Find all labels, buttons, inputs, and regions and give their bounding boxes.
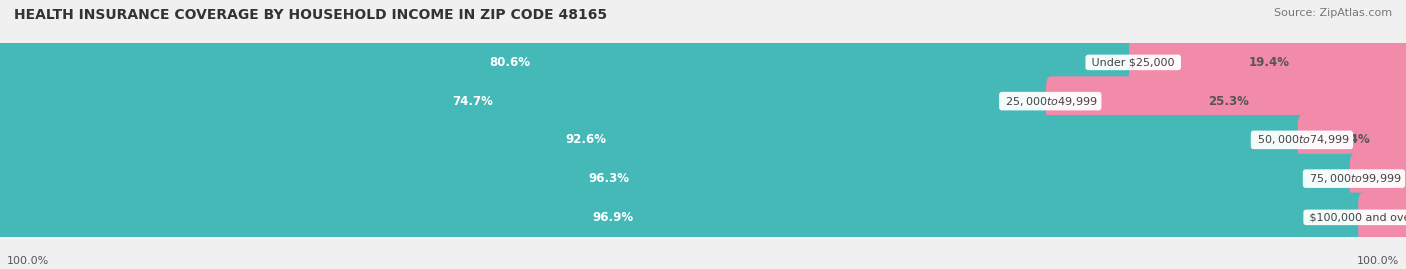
Text: Source: ZipAtlas.com: Source: ZipAtlas.com: [1274, 8, 1392, 18]
Text: 25.3%: 25.3%: [1208, 95, 1249, 108]
FancyBboxPatch shape: [1129, 38, 1406, 87]
Text: 19.4%: 19.4%: [1249, 56, 1291, 69]
Text: $100,000 and over: $100,000 and over: [1306, 212, 1406, 222]
Text: 74.7%: 74.7%: [453, 95, 494, 108]
Text: 100.0%: 100.0%: [1357, 256, 1399, 266]
FancyBboxPatch shape: [0, 38, 1406, 87]
FancyBboxPatch shape: [0, 193, 1406, 242]
FancyBboxPatch shape: [1350, 154, 1406, 203]
FancyBboxPatch shape: [1298, 115, 1406, 165]
Text: $25,000 to $49,999: $25,000 to $49,999: [1002, 95, 1098, 108]
Text: 3.7%: 3.7%: [1364, 172, 1396, 185]
Text: 92.6%: 92.6%: [565, 133, 606, 146]
FancyBboxPatch shape: [0, 115, 1306, 165]
FancyBboxPatch shape: [0, 193, 1367, 242]
FancyBboxPatch shape: [0, 38, 1137, 87]
Text: 96.3%: 96.3%: [589, 172, 630, 185]
FancyBboxPatch shape: [0, 154, 1406, 203]
Text: HEALTH INSURANCE COVERAGE BY HOUSEHOLD INCOME IN ZIP CODE 48165: HEALTH INSURANCE COVERAGE BY HOUSEHOLD I…: [14, 8, 607, 22]
FancyBboxPatch shape: [1358, 193, 1406, 242]
Text: 100.0%: 100.0%: [7, 256, 49, 266]
Text: 3.1%: 3.1%: [1368, 211, 1400, 224]
Text: 7.4%: 7.4%: [1337, 133, 1371, 146]
FancyBboxPatch shape: [1046, 76, 1406, 126]
Text: Under $25,000: Under $25,000: [1088, 57, 1178, 68]
FancyBboxPatch shape: [0, 76, 1406, 126]
FancyBboxPatch shape: [0, 115, 1406, 165]
Text: 96.9%: 96.9%: [592, 211, 634, 224]
FancyBboxPatch shape: [0, 76, 1054, 126]
Text: $50,000 to $74,999: $50,000 to $74,999: [1254, 133, 1350, 146]
Text: $75,000 to $99,999: $75,000 to $99,999: [1306, 172, 1402, 185]
Text: 80.6%: 80.6%: [489, 56, 530, 69]
FancyBboxPatch shape: [0, 154, 1358, 203]
